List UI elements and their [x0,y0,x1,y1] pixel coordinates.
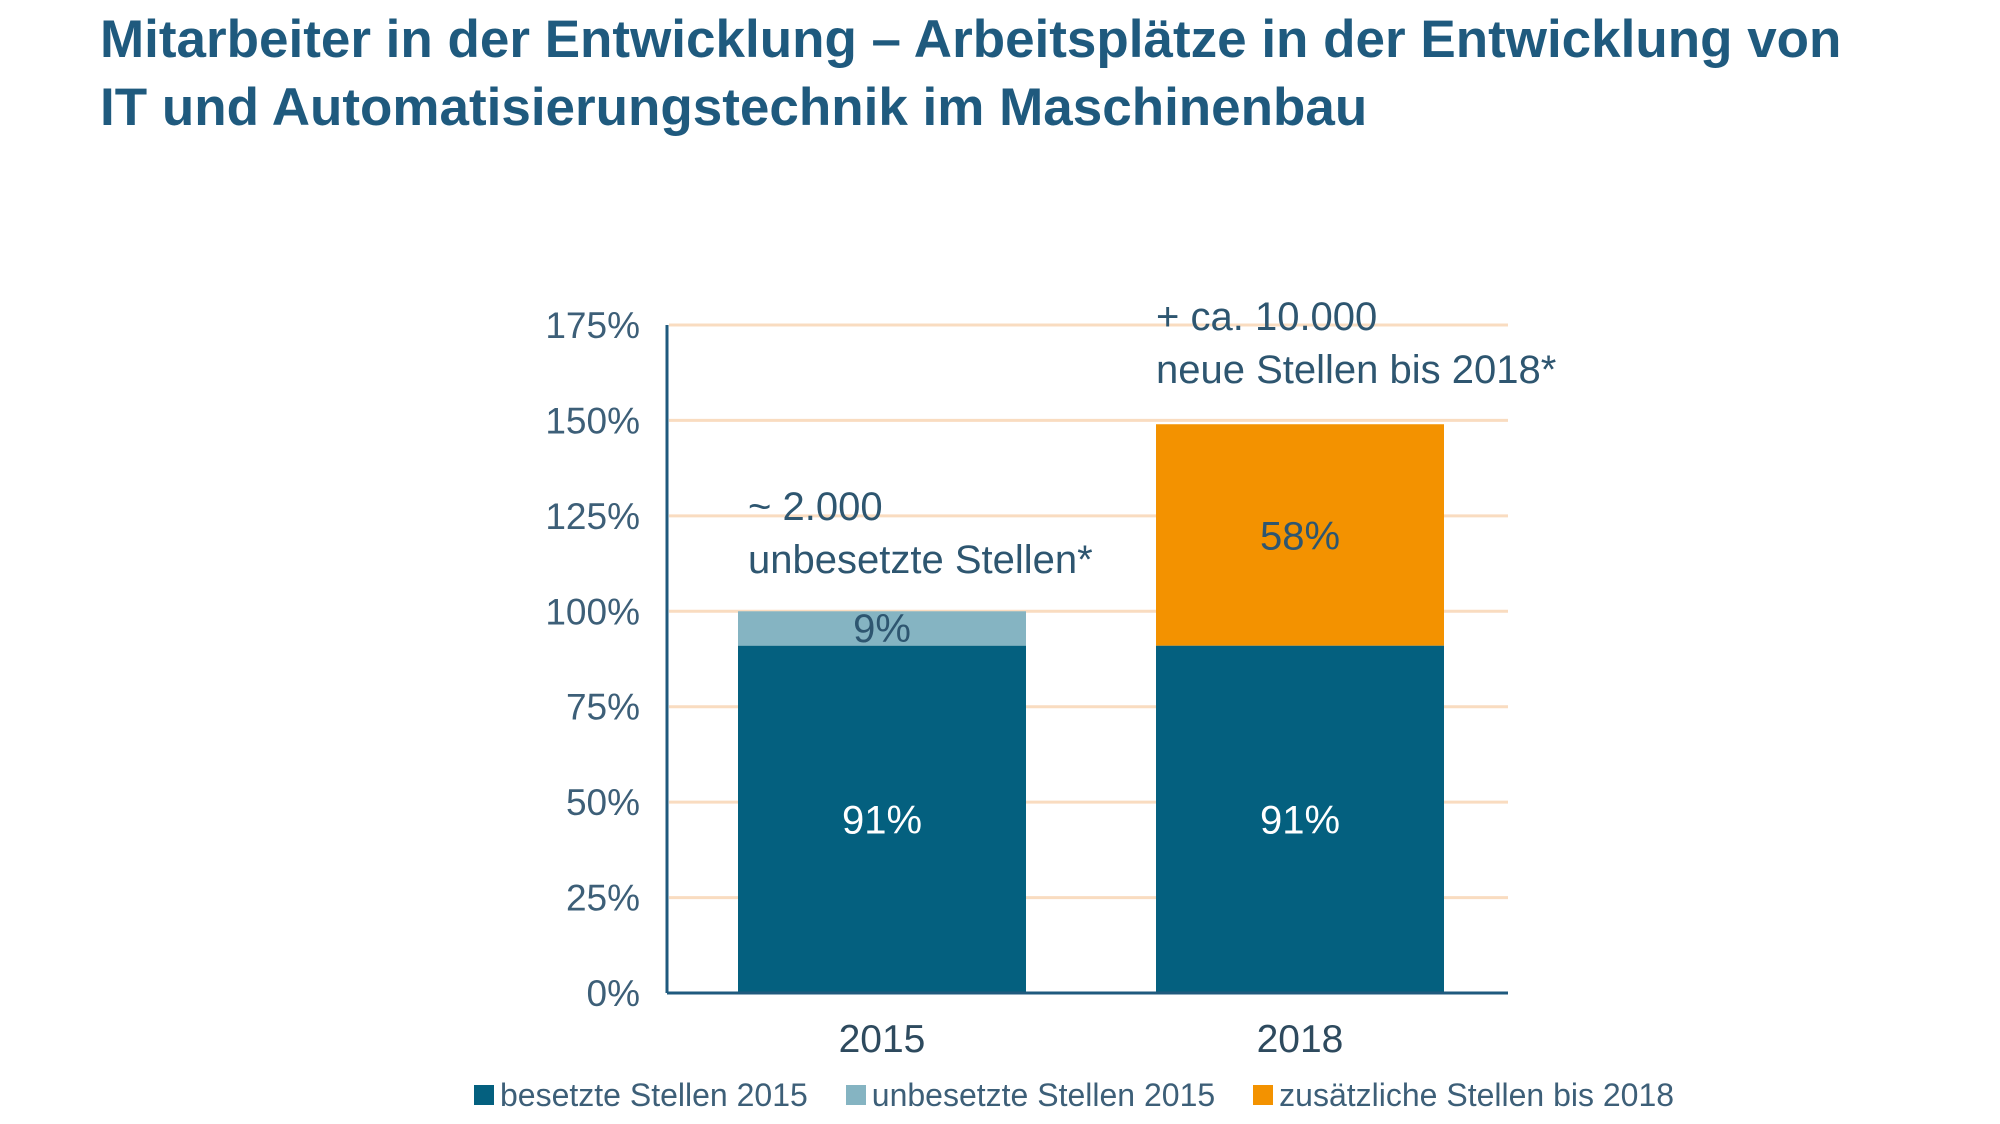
data-label: 91% [1260,799,1340,843]
y-tick-label: 150% [545,400,640,441]
legend-swatch-additional [1253,1085,1274,1105]
y-tick-label: 125% [545,496,640,537]
x-tick-label: 2015 [839,1018,926,1061]
page-title: Mitarbeiter in der Entwicklung – Arbeits… [100,6,1950,142]
annotation-line: unbesetzte Stellen* [748,538,1093,582]
legend-label-filled: besetzte Stellen 2015 [500,1076,808,1113]
y-tick-label: 100% [545,591,640,632]
bar-segment [738,611,1026,646]
legend-item-filled: besetzte Stellen 2015 [474,1077,808,1114]
legend-swatch-filled [474,1085,494,1105]
y-tick-label: 25% [566,878,640,919]
title-line-2: IT und Automatisierungstechnik im Maschi… [100,78,1368,137]
legend-label-unfilled: unbesetzte Stellen 2015 [871,1076,1216,1113]
chart-legend: besetzte Stellen 2015 unbesetzte Stellen… [474,1074,1712,1116]
bar-segment [738,645,1026,993]
annotation: + ca. 10.000 neue Stellen bis 2018* [1156,295,1556,392]
legend-item-unfilled: unbesetzte Stellen 2015 [845,1076,1216,1114]
legend-label-additional: zusätzliche Stellen bis 2018 [1279,1076,1675,1113]
annotation-line: + ca. 10.000 [1156,295,1377,339]
y-tick-label: 0% [587,973,640,1014]
bar-segment [1156,645,1444,993]
data-label: 58% [1260,514,1340,558]
legend-swatch-unfilled [845,1085,866,1105]
data-label: 91% [842,799,922,843]
legend-item-additional: zusätzliche Stellen bis 2018 [1253,1077,1674,1114]
y-tick-label: 75% [566,687,640,728]
y-tick-label: 50% [566,782,640,823]
title-line-1: Mitarbeiter in der Entwicklung – Arbeits… [100,10,1842,69]
annotation-line: ~ 2.000 [748,485,883,529]
annotation: ~ 2.000 unbesetzte Stellen* [748,485,1093,582]
data-label: 9% [853,607,911,651]
bar-segment [1156,424,1444,646]
x-tick-label: 2018 [1257,1018,1344,1061]
annotation-line: neue Stellen bis 2018* [1156,348,1556,392]
y-tick-label: 175% [545,305,640,346]
